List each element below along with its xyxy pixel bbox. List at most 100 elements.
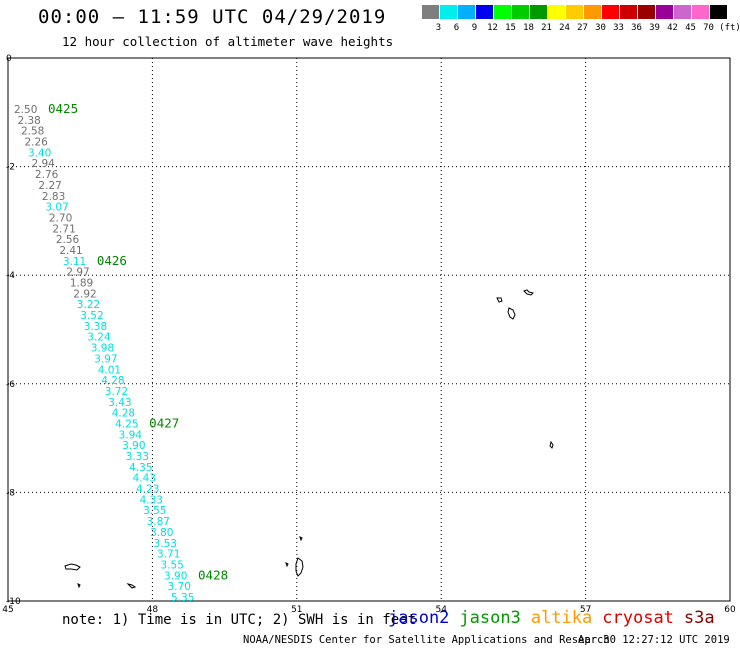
- wave-height-value: 2.41: [59, 245, 82, 257]
- legend-swatch: [620, 5, 637, 19]
- time-marker-label: 0427: [149, 415, 179, 430]
- units-note: note: 1) Time is in UTC; 2) SWH is in fe…: [62, 612, 417, 628]
- x-tick-label: 48: [147, 605, 159, 615]
- wave-height-value: 2.38: [17, 115, 40, 127]
- legend-label: 70: [703, 23, 714, 33]
- island-shape: [64, 563, 81, 571]
- x-tick-label: 60: [724, 605, 736, 615]
- island-shape: [549, 440, 554, 449]
- legend-swatch: [566, 5, 583, 19]
- y-tick-label: -8: [6, 488, 15, 498]
- legend-swatch: [548, 5, 565, 19]
- legend-swatch: [476, 5, 493, 19]
- y-tick-label: -10: [6, 597, 21, 607]
- legend-swatch: [512, 5, 529, 19]
- wave-height-value: 4.28: [112, 408, 135, 420]
- wave-height-value: 3.52: [80, 310, 103, 322]
- x-tick-label: 51: [291, 605, 302, 615]
- island-shape: [496, 297, 503, 303]
- wave-height-value: 2.94: [31, 158, 55, 170]
- wave-height-value: 2.26: [24, 137, 48, 149]
- legend-label: 36: [631, 23, 642, 33]
- wave-height-value: 5.35: [171, 592, 194, 604]
- legend-label: 21: [541, 23, 552, 33]
- x-tick-label: 57: [580, 605, 591, 615]
- x-tick-label: 54: [435, 605, 447, 615]
- wave-height-value: 2.83: [42, 191, 65, 203]
- wave-height-value: 3.70: [168, 581, 191, 593]
- island-shape: [77, 583, 81, 589]
- wave-height-value: 4.35: [129, 462, 152, 474]
- color-scale-legend: 3 6 9 12 15 18 21 24 27 30 33 36 39 42 45 70 (ft): [422, 5, 740, 33]
- wave-height-value: 3.22: [77, 299, 100, 311]
- mission-label: jason2: [388, 608, 450, 628]
- time-marker-label: 0426: [97, 253, 127, 268]
- wave-height-value: 4.01: [98, 364, 121, 376]
- legend-swatch: [656, 5, 673, 19]
- wave-height-value: 3.07: [45, 202, 68, 214]
- wave-height-value: 2.71: [52, 223, 75, 235]
- legend-swatch: [494, 5, 511, 19]
- legend-label: 18: [523, 23, 534, 33]
- chart-subtitle: 12 hour collection of altimeter wave hei…: [62, 34, 394, 49]
- wave-height-value: 3.55: [161, 559, 184, 571]
- legend-swatch: [692, 5, 709, 19]
- y-tick-label: 0: [6, 54, 12, 64]
- wave-height-value: 2.58: [21, 126, 44, 138]
- generated-timestamp: Apr 30 12:27:12 UTC 2019: [578, 634, 730, 646]
- legend-swatch: [584, 5, 601, 19]
- island-shape: [507, 307, 516, 320]
- island-shape: [299, 536, 303, 542]
- wave-height-value: 3.55: [143, 505, 166, 517]
- wave-height-value: 4.28: [101, 375, 124, 387]
- map-border: [7, 57, 731, 602]
- wave-height-value: 3.72: [105, 386, 128, 398]
- legend-swatch: [440, 5, 457, 19]
- wave-height-value: 3.43: [108, 397, 131, 409]
- island-shape: [295, 557, 304, 577]
- wave-height-value: 3.53: [154, 538, 177, 550]
- y-tick-label: -6: [6, 380, 15, 390]
- wave-height-value: 3.71: [157, 549, 180, 561]
- legend-label: 24: [559, 23, 570, 33]
- wave-height-value: 3.87: [147, 516, 170, 528]
- wave-height-value: 1.89: [70, 278, 93, 290]
- wave-height-value: 4.33: [140, 494, 163, 506]
- y-tick-label: -4: [6, 271, 15, 281]
- legend-label: 39: [649, 23, 660, 33]
- legend-swatch: [674, 5, 691, 19]
- mission-label: cryosat: [602, 608, 674, 628]
- time-marker-label: 0428: [198, 567, 228, 582]
- axis-tick-labels: 45 48 51 54 57 60 0 -2 -4 -6 -8 -10: [2, 54, 736, 615]
- wave-height-value: 4.23: [136, 484, 159, 496]
- wave-height-value: 2.27: [38, 180, 61, 192]
- legend-label: 12: [487, 23, 498, 33]
- wave-height-value: 4.43: [133, 473, 156, 485]
- wave-height-value: 3.97: [94, 353, 117, 365]
- mission-label: altika: [530, 608, 593, 628]
- wave-height-value: 3.38: [84, 321, 107, 333]
- legend-label: 9: [471, 23, 478, 33]
- wave-height-value: 3.11: [63, 256, 86, 268]
- legend-swatch: [458, 5, 475, 19]
- wave-height-value: 3.94: [119, 429, 143, 441]
- island-shape: [523, 289, 534, 296]
- wave-height-value: 3.24: [87, 332, 111, 344]
- wave-height-value: 3.90: [164, 570, 187, 582]
- wave-height-value: 2.92: [73, 288, 96, 300]
- wave-height-value: 2.76: [35, 169, 59, 181]
- wave-height-value: 2.56: [56, 234, 80, 246]
- x-tick-label: 45: [2, 605, 13, 615]
- chart-title: 00:00 – 11:59 UTC 04/29/2019: [38, 6, 387, 28]
- legend-label: 3: [435, 23, 442, 33]
- legend-swatch: [422, 5, 439, 19]
- altimeter-track: 2.502.382.582.263.402.942.762.272.833.07…: [14, 101, 228, 604]
- legend-label: 15: [505, 23, 516, 33]
- legend-label: 42: [667, 23, 678, 33]
- legend-swatch: [602, 5, 619, 19]
- legend-label: 33: [613, 23, 624, 33]
- legend-label: 27: [577, 23, 588, 33]
- wave-height-value: 2.50: [14, 104, 37, 116]
- wave-height-value: 4.25: [115, 418, 138, 430]
- y-tick-label: -2: [6, 163, 15, 173]
